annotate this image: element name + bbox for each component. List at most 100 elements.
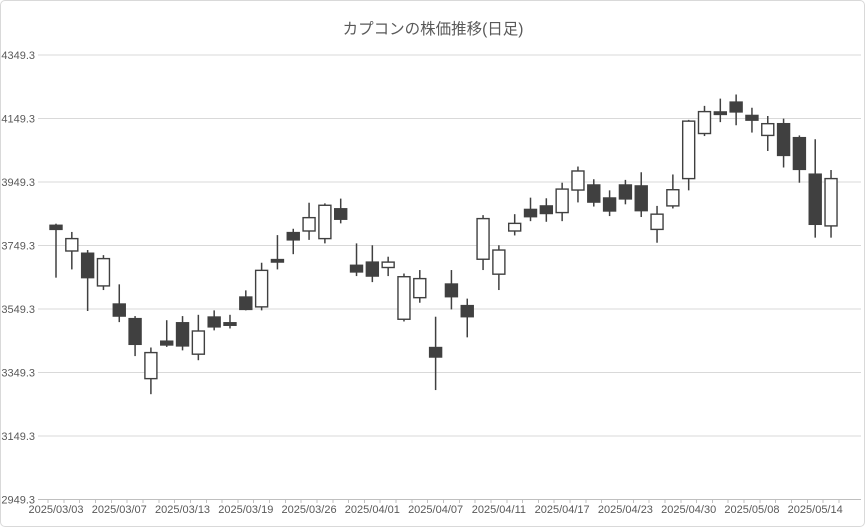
candlestick-2025-03-28 bbox=[334, 198, 348, 224]
x-axis-label: 2025/04/30 bbox=[661, 504, 716, 516]
candle-body-down bbox=[634, 185, 648, 212]
candlestick-2025-04-04 bbox=[413, 270, 427, 303]
candlestick-2025-03-06 bbox=[96, 255, 111, 291]
candle-body-up bbox=[191, 330, 206, 355]
candlestick-2025-05-15 bbox=[824, 170, 838, 238]
candle-body-down bbox=[349, 264, 364, 273]
candlestick-2025-04-09 bbox=[460, 298, 474, 338]
candlestick-2025-05-12 bbox=[776, 118, 791, 168]
candlestick-2025-03-17 bbox=[207, 310, 221, 331]
candle-body-down bbox=[776, 122, 791, 157]
candlestick-2025-03-27 bbox=[318, 203, 332, 244]
candlestick-2025-05-08 bbox=[745, 107, 759, 133]
candle-body-down bbox=[270, 258, 285, 263]
candle-body-down bbox=[128, 317, 142, 346]
candlestick-2025-04-17 bbox=[555, 182, 569, 222]
y-axis-label: 3749.3 bbox=[1, 241, 35, 253]
candle-body-down bbox=[223, 322, 237, 326]
candle-body-down bbox=[618, 184, 633, 200]
candlestick-2025-04-08 bbox=[444, 270, 459, 310]
x-axis-label: 2025/03/03 bbox=[28, 504, 83, 516]
candlestick-2025-04-23 bbox=[618, 179, 633, 205]
candlestick-2025-03-24 bbox=[270, 235, 285, 270]
candle-body-up bbox=[413, 277, 427, 299]
gridlines bbox=[38, 54, 861, 437]
candle-body-down bbox=[286, 231, 300, 241]
x-axis-label: 2025/03/19 bbox=[218, 504, 273, 516]
candle-body-up bbox=[555, 188, 569, 214]
y-axis-label: 3549.3 bbox=[1, 304, 35, 316]
candle-body-up bbox=[650, 213, 664, 231]
candle-body-up bbox=[666, 189, 680, 207]
candle-body-up bbox=[144, 351, 158, 380]
candlestick-2025-04-11 bbox=[492, 245, 506, 291]
candle-body-up bbox=[476, 217, 490, 260]
candlestick-2025-05-01 bbox=[697, 105, 712, 137]
candlestick-2025-03-18 bbox=[223, 314, 237, 329]
x-axis-label: 2025/03/07 bbox=[92, 504, 147, 516]
candlestick-2025-04-07 bbox=[428, 316, 443, 391]
candlestick-2025-04-03 bbox=[397, 273, 411, 322]
candlestick-2025-03-13 bbox=[175, 316, 190, 351]
y-axis-label: 3349.3 bbox=[1, 368, 35, 380]
candlestick-2025-03-03 bbox=[49, 223, 63, 278]
x-axis-label: 2025/04/11 bbox=[472, 504, 526, 516]
candle-body-up bbox=[571, 170, 585, 191]
y-axis-label: 3149.3 bbox=[1, 431, 35, 443]
candle-body-up bbox=[824, 177, 838, 227]
candlestick-2025-04-01 bbox=[365, 245, 380, 283]
candlestick-2025-03-21 bbox=[254, 262, 269, 311]
x-axis-label: 2025/04/23 bbox=[598, 504, 653, 516]
candlestick-2025-03-31 bbox=[349, 243, 364, 277]
candlestick-2025-03-05 bbox=[80, 250, 95, 312]
candle-body-down bbox=[713, 111, 728, 116]
x-axis-label: 2025/05/14 bbox=[788, 504, 843, 516]
x-axis-label: 2025/04/17 bbox=[535, 504, 590, 516]
candlestick-2025-03-14 bbox=[191, 314, 206, 361]
x-axis-label: 2025/03/13 bbox=[155, 504, 210, 516]
candlestick-2025-05-14 bbox=[808, 139, 822, 238]
candlestick-2025-03-07 bbox=[112, 284, 126, 323]
candlestick-2025-03-11 bbox=[144, 347, 158, 395]
chart-title: カプコンの株価推移(日足) bbox=[343, 20, 524, 38]
candle-body-down bbox=[49, 224, 63, 231]
x-axis-label: 2025/04/01 bbox=[345, 504, 400, 516]
candle-body-up bbox=[492, 249, 506, 275]
candle-body-down bbox=[444, 283, 459, 298]
candle-body-down bbox=[808, 173, 822, 226]
candlestick-2025-03-26 bbox=[302, 202, 316, 240]
candle-body-down bbox=[539, 205, 554, 215]
candle-body-up bbox=[96, 257, 111, 287]
x-axis-label: 2025/04/07 bbox=[408, 504, 463, 516]
candlestick-2025-04-28 bbox=[666, 174, 680, 209]
candlestick-2025-05-07 bbox=[729, 94, 743, 126]
candle-body-down bbox=[523, 208, 538, 218]
candlestick-2025-04-18 bbox=[571, 166, 585, 203]
candlestick-2025-04-25 bbox=[650, 205, 664, 243]
candlestick-2025-05-13 bbox=[792, 135, 807, 183]
x-axis-label: 2025/03/26 bbox=[282, 504, 337, 516]
x-axis-labels: 2025/03/03 2025/03/07 2025/03/13 2025/03/19… bbox=[28, 504, 842, 516]
candle-body-down bbox=[207, 316, 221, 328]
x-axis-label: 2025/05/08 bbox=[724, 504, 779, 516]
candle-body-down bbox=[160, 340, 174, 346]
candle-body-down bbox=[729, 101, 743, 113]
candle-body-down bbox=[239, 296, 253, 311]
candlestick-2025-03-04 bbox=[65, 231, 79, 270]
candle-body-down bbox=[745, 114, 759, 121]
candlestick-2025-04-14 bbox=[507, 214, 522, 236]
candle-body-down bbox=[334, 208, 348, 220]
y-axis-labels: 4349.3 4149.3 3949.3 3749.3 3549.3 3349.3 3149… bbox=[1, 50, 35, 507]
candle-body-up bbox=[397, 276, 411, 320]
candle-body-down bbox=[587, 184, 601, 203]
candlestick-2025-04-10 bbox=[476, 215, 490, 271]
x-axis bbox=[38, 499, 861, 503]
candle-body-down bbox=[80, 252, 95, 279]
candle-body-up bbox=[318, 204, 332, 240]
candlestick-2025-04-16 bbox=[539, 198, 554, 222]
candle-body-up bbox=[302, 216, 316, 232]
y-axis-label: 3949.3 bbox=[1, 177, 35, 189]
y-axis-label: 2949.3 bbox=[1, 495, 35, 507]
